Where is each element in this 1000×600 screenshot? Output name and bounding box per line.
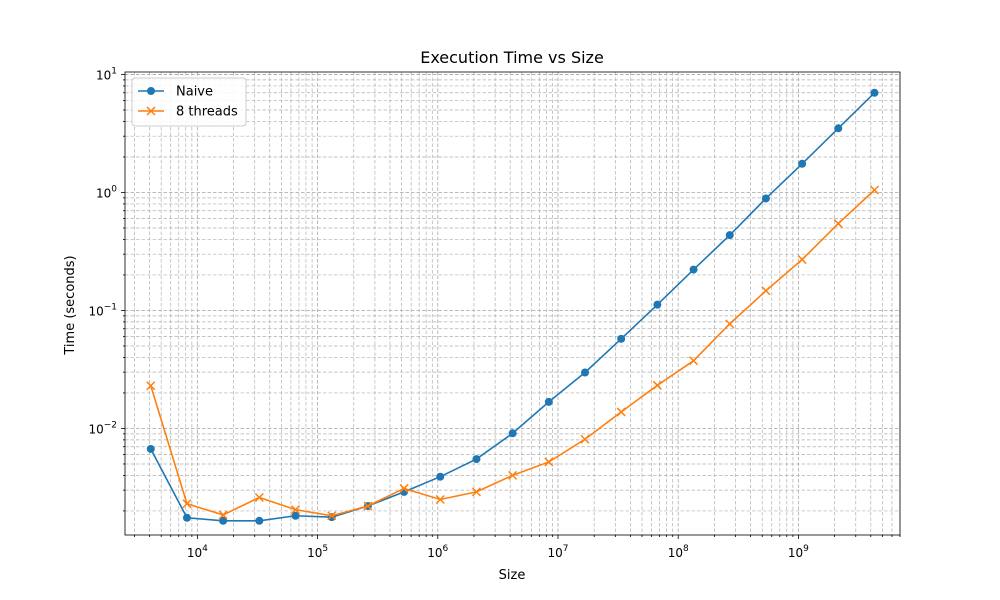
data-point (146, 444, 155, 453)
data-point (508, 470, 518, 480)
data-point (544, 397, 553, 406)
legend-box (131, 77, 247, 127)
axis-ticks: 104 105 106 107 108 109 10−2 10−1 100 101 (88, 66, 901, 560)
y-axis-title: Time (seconds) (63, 255, 78, 355)
data-point (797, 255, 807, 265)
series-naive (146, 88, 879, 525)
legend-marker (146, 106, 156, 116)
x-tick-label: 107 (547, 544, 568, 560)
data-point (182, 499, 192, 509)
data-point (255, 516, 264, 525)
data-point (616, 407, 626, 417)
data-point (219, 516, 228, 525)
data-point (291, 511, 300, 520)
data-point (363, 501, 373, 511)
legend-entry: Naive (138, 85, 213, 100)
data-point (435, 494, 445, 505)
legend-entry: 8 threads (138, 105, 238, 120)
data-point (581, 368, 590, 377)
data-point (544, 457, 554, 467)
y-tick-label: 100 (96, 184, 117, 200)
data-point (290, 505, 301, 515)
data-point (761, 286, 771, 296)
x-tick-label: 108 (668, 544, 689, 560)
data-point (472, 455, 481, 464)
legend-items: Naive 8 threads (138, 85, 238, 120)
y-tick-label: 101 (96, 66, 117, 82)
data-point (182, 513, 191, 522)
data-point (617, 334, 626, 343)
grid-lines (125, 72, 901, 535)
x-axis-title: Size (499, 568, 526, 583)
data-point (652, 380, 662, 390)
data-point (689, 265, 698, 274)
data-point (146, 381, 156, 391)
y-tick-label: 10−1 (88, 302, 117, 318)
legend: Naive 8 threads (131, 77, 247, 127)
data-point (725, 319, 735, 329)
data-point (870, 88, 879, 97)
legend-label: 8 threads (176, 105, 238, 120)
x-tick-label: 104 (187, 544, 208, 560)
data-point (653, 300, 662, 309)
data-point (580, 434, 590, 444)
data-point (471, 487, 481, 497)
data-point (399, 483, 409, 493)
x-tick-label: 105 (307, 544, 328, 560)
plot-area-frame (124, 71, 901, 536)
data-point (327, 511, 337, 521)
series-layer (146, 88, 880, 525)
legend-marker (147, 87, 155, 95)
data-point (254, 492, 264, 503)
y-tick-label: 10−2 (88, 420, 117, 436)
data-point (725, 231, 734, 240)
data-point (508, 429, 517, 438)
series-8-threads (146, 185, 880, 521)
data-point (761, 194, 770, 203)
x-tick-label: 109 (788, 544, 809, 560)
data-point (834, 124, 843, 133)
data-point (436, 472, 445, 481)
data-point (689, 356, 699, 366)
data-point (798, 159, 807, 168)
legend-label: Naive (176, 85, 213, 100)
data-point (833, 219, 843, 229)
x-tick-label: 106 (427, 544, 448, 560)
chart-title: Execution Time vs Size (420, 48, 604, 67)
data-point (218, 510, 228, 520)
data-point (869, 185, 880, 195)
